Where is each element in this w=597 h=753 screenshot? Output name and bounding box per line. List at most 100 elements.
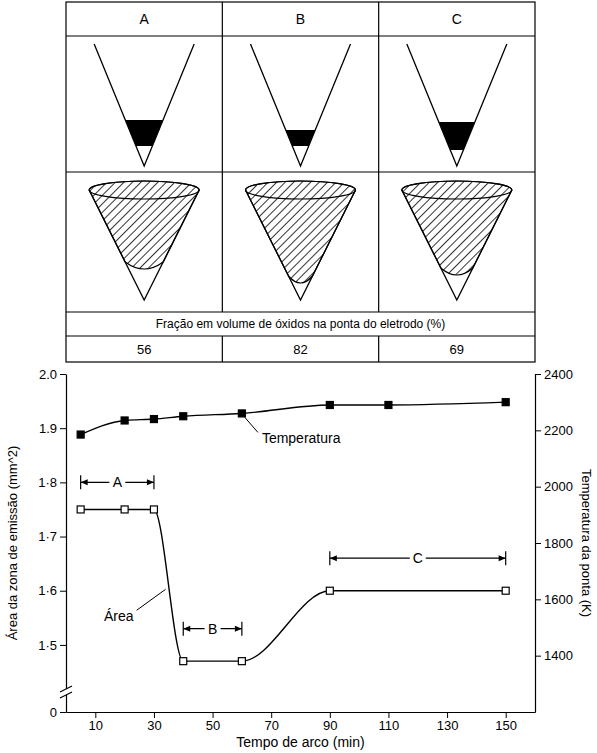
series-marker xyxy=(150,506,157,513)
y2-tick-label: 2200 xyxy=(544,423,573,438)
x-tick-mark xyxy=(271,712,272,718)
cone-top xyxy=(402,181,512,199)
table-col-line xyxy=(378,2,379,312)
leader-line xyxy=(245,417,258,432)
y-axis-title: Área da zona de emissão (mm^2) xyxy=(5,446,20,641)
table-value: 69 xyxy=(450,342,464,357)
x-tick: 90 xyxy=(323,712,337,733)
series-line xyxy=(81,509,506,661)
cone-outline xyxy=(402,190,512,300)
table-col-line xyxy=(222,2,223,312)
x-tick-label: 50 xyxy=(206,718,220,733)
x-tick-mark xyxy=(388,712,389,718)
series-label: Área xyxy=(104,608,134,624)
panel-table: ABCFração em volume de óxidos na ponta d… xyxy=(66,2,535,362)
x-tick: 10 xyxy=(89,712,103,733)
y2-tick: 1800 xyxy=(535,536,573,551)
x-tick-mark xyxy=(154,712,155,718)
x-tick: 110 xyxy=(379,712,400,733)
axis-break xyxy=(60,686,72,692)
series-marker xyxy=(180,413,187,420)
y2-tick-label: 1400 xyxy=(544,648,573,663)
y-tick: 1·5 xyxy=(38,638,66,653)
y2-tick: 1400 xyxy=(535,648,573,663)
series-marker xyxy=(385,401,392,408)
y-tick: 0 xyxy=(50,705,66,720)
y-tick-mark xyxy=(60,428,66,429)
y-tick-label: 1·8 xyxy=(38,475,57,490)
y2-tick-mark xyxy=(535,430,541,431)
y2-tick: 2400 xyxy=(535,367,573,382)
cone-top xyxy=(246,181,356,199)
table-border xyxy=(66,2,535,362)
cone-hatch xyxy=(402,181,512,275)
figure: ABCFração em volume de óxidos na ponta d… xyxy=(0,0,597,753)
axis-break xyxy=(60,692,72,698)
series-marker xyxy=(77,431,84,438)
x-axis: 1030507090110130150 xyxy=(67,712,536,733)
x-axis-title: Tempo de arco (min) xyxy=(236,734,364,750)
y-tick: 1.9 xyxy=(39,421,66,436)
cone-outline xyxy=(89,190,199,300)
x-tick: 130 xyxy=(437,712,459,733)
y2-tick-mark xyxy=(535,487,541,488)
label-patch xyxy=(109,473,125,491)
interval-arrow xyxy=(81,479,88,485)
v-outline xyxy=(94,44,194,166)
table-col-line xyxy=(378,336,379,362)
y2-tick-mark xyxy=(535,656,541,657)
y-tick-label: 1·5 xyxy=(38,638,57,653)
y-tick-mark xyxy=(60,374,66,375)
y-tick-label: 1.9 xyxy=(39,421,57,436)
axes: 103050709011013015001·51·61·71·81.92.014… xyxy=(38,367,573,734)
interval-annotation: C xyxy=(330,549,506,567)
x-tick-mark xyxy=(95,712,96,718)
series-marker xyxy=(326,587,333,594)
series-marker xyxy=(238,410,245,417)
y2-tick: 1600 xyxy=(535,592,573,607)
y2-tick-mark xyxy=(535,543,541,544)
series-marker xyxy=(238,658,245,665)
x-tick-mark xyxy=(447,712,448,718)
y-axis-line xyxy=(66,375,67,713)
interval-label: C xyxy=(413,550,423,566)
x-tick: 50 xyxy=(206,712,220,733)
x-axis-line xyxy=(67,712,536,713)
table-row-line xyxy=(66,171,535,172)
y2-tick-mark xyxy=(535,374,541,375)
y2-tick-label: 2400 xyxy=(544,367,573,382)
y-tick: 1·7 xyxy=(38,529,66,544)
interval-label: A xyxy=(113,474,123,490)
interval-arrow xyxy=(235,626,242,632)
cone-outline xyxy=(246,190,356,300)
interval-annotation: B xyxy=(183,620,242,638)
x-tick-mark xyxy=(506,712,507,718)
y-tick-mark xyxy=(60,591,66,592)
table-row-line xyxy=(66,335,535,336)
column-head: B xyxy=(296,11,305,27)
v-fill xyxy=(286,130,316,146)
v-outline xyxy=(251,44,351,166)
label-patch xyxy=(205,620,221,638)
series-marker xyxy=(121,506,128,513)
y2-tick-mark xyxy=(535,599,541,600)
interval-arrow xyxy=(330,555,337,561)
cone-hatch xyxy=(89,181,199,269)
series-marker xyxy=(502,399,509,406)
y-tick-mark xyxy=(60,537,66,538)
y2-tick: 2000 xyxy=(535,479,573,494)
x-tick-label: 130 xyxy=(437,718,459,733)
y2-tick-label: 1600 xyxy=(544,592,573,607)
v-outline xyxy=(407,44,507,166)
y-tick-mark xyxy=(60,712,66,713)
series-marker xyxy=(326,401,333,408)
y-tick-mark xyxy=(60,645,66,646)
interval-label: B xyxy=(208,621,217,637)
series-marker xyxy=(77,506,84,513)
plot-area xyxy=(77,399,509,665)
column-head: A xyxy=(139,11,149,27)
y-tick: 2.0 xyxy=(39,367,66,382)
table-row-line xyxy=(66,311,535,312)
y-tick: 1·6 xyxy=(38,583,66,598)
y-axis: 0 1·5 1·6 1·7 1·8 1.9 2.0 xyxy=(38,367,66,720)
